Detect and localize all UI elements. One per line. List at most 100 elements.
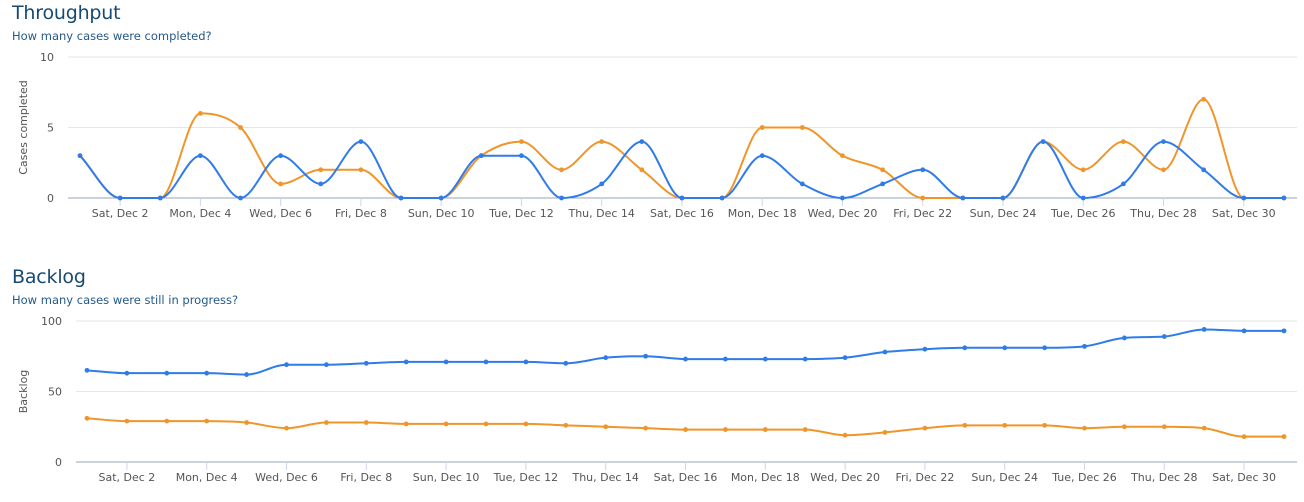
data-point[interactable] <box>639 167 645 173</box>
data-point[interactable] <box>84 367 90 373</box>
data-point[interactable] <box>723 427 728 432</box>
data-point[interactable] <box>799 125 805 130</box>
data-point[interactable] <box>799 181 805 187</box>
data-point[interactable] <box>443 421 449 427</box>
data-point[interactable] <box>639 139 645 145</box>
data-point[interactable] <box>438 195 444 201</box>
data-point[interactable] <box>363 420 369 425</box>
data-point[interactable] <box>962 345 968 351</box>
data-point[interactable] <box>920 195 926 201</box>
data-point[interactable] <box>197 153 203 159</box>
data-point[interactable] <box>759 125 765 130</box>
data-point[interactable] <box>1120 139 1126 145</box>
data-point[interactable] <box>363 360 369 366</box>
data-point[interactable] <box>244 372 250 377</box>
data-point[interactable] <box>1201 327 1207 332</box>
data-point[interactable] <box>1281 434 1287 440</box>
data-point[interactable] <box>1080 167 1086 173</box>
data-point[interactable] <box>284 362 289 368</box>
data-point[interactable] <box>723 356 728 362</box>
data-point[interactable] <box>1201 96 1207 102</box>
data-point[interactable] <box>124 370 130 376</box>
data-point[interactable] <box>882 349 888 355</box>
data-point[interactable] <box>643 425 648 431</box>
data-point[interactable] <box>880 181 885 187</box>
data-point[interactable] <box>603 355 609 361</box>
data-point[interactable] <box>719 195 725 201</box>
data-point[interactable] <box>483 359 489 365</box>
data-point[interactable] <box>398 195 404 201</box>
data-point[interactable] <box>1201 425 1207 431</box>
data-point[interactable] <box>197 111 203 116</box>
data-point[interactable] <box>683 427 688 432</box>
data-point[interactable] <box>124 418 130 424</box>
data-point[interactable] <box>1161 424 1167 430</box>
data-point[interactable] <box>643 353 648 359</box>
data-point[interactable] <box>1241 195 1247 201</box>
data-point[interactable] <box>238 125 243 130</box>
data-point[interactable] <box>962 422 968 428</box>
data-point[interactable] <box>599 139 605 145</box>
data-point[interactable] <box>443 359 449 365</box>
data-point[interactable] <box>960 195 966 201</box>
data-point[interactable] <box>358 167 364 173</box>
data-point[interactable] <box>1122 424 1127 430</box>
data-point[interactable] <box>679 195 685 201</box>
data-point[interactable] <box>1002 345 1008 351</box>
data-point[interactable] <box>478 153 484 159</box>
data-point[interactable] <box>238 195 243 201</box>
data-point[interactable] <box>880 167 885 173</box>
data-point[interactable] <box>204 418 210 424</box>
data-point[interactable] <box>324 420 329 425</box>
data-point[interactable] <box>324 362 329 368</box>
data-point[interactable] <box>1241 328 1247 334</box>
data-point[interactable] <box>842 355 848 361</box>
data-point[interactable] <box>523 421 529 427</box>
data-point[interactable] <box>284 425 289 431</box>
data-point[interactable] <box>882 429 888 435</box>
data-point[interactable] <box>840 153 845 159</box>
data-point[interactable] <box>563 360 569 366</box>
data-point[interactable] <box>802 356 808 362</box>
data-point[interactable] <box>117 195 123 201</box>
data-point[interactable] <box>1120 181 1126 187</box>
data-point[interactable] <box>1082 425 1087 431</box>
data-point[interactable] <box>762 427 768 432</box>
data-point[interactable] <box>603 424 609 430</box>
data-point[interactable] <box>84 415 90 421</box>
data-point[interactable] <box>1281 328 1287 334</box>
data-point[interactable] <box>1002 422 1008 428</box>
data-point[interactable] <box>1161 167 1166 173</box>
data-point[interactable] <box>164 370 170 376</box>
data-point[interactable] <box>519 139 524 145</box>
data-point[interactable] <box>403 359 409 365</box>
data-point[interactable] <box>762 356 768 362</box>
data-point[interactable] <box>1042 422 1047 428</box>
data-point[interactable] <box>1161 139 1166 145</box>
data-point[interactable] <box>244 420 250 425</box>
data-point[interactable] <box>523 359 529 365</box>
data-point[interactable] <box>77 153 83 159</box>
data-point[interactable] <box>278 153 284 159</box>
data-point[interactable] <box>1040 139 1046 145</box>
data-point[interactable] <box>1122 335 1127 341</box>
data-point[interactable] <box>157 195 163 201</box>
data-point[interactable] <box>1281 195 1287 201</box>
data-point[interactable] <box>802 427 808 432</box>
data-point[interactable] <box>278 181 284 187</box>
data-point[interactable] <box>1000 195 1006 201</box>
data-point[interactable] <box>1241 434 1247 440</box>
data-point[interactable] <box>920 167 926 173</box>
data-point[interactable] <box>164 418 170 424</box>
data-point[interactable] <box>483 421 489 427</box>
data-point[interactable] <box>403 421 409 427</box>
data-point[interactable] <box>1082 343 1087 349</box>
data-point[interactable] <box>1161 334 1167 339</box>
data-point[interactable] <box>563 422 569 428</box>
data-point[interactable] <box>519 153 524 159</box>
data-point[interactable] <box>599 181 605 187</box>
data-point[interactable] <box>840 195 845 201</box>
data-point[interactable] <box>318 181 324 187</box>
data-point[interactable] <box>318 167 324 173</box>
data-point[interactable] <box>358 139 364 145</box>
